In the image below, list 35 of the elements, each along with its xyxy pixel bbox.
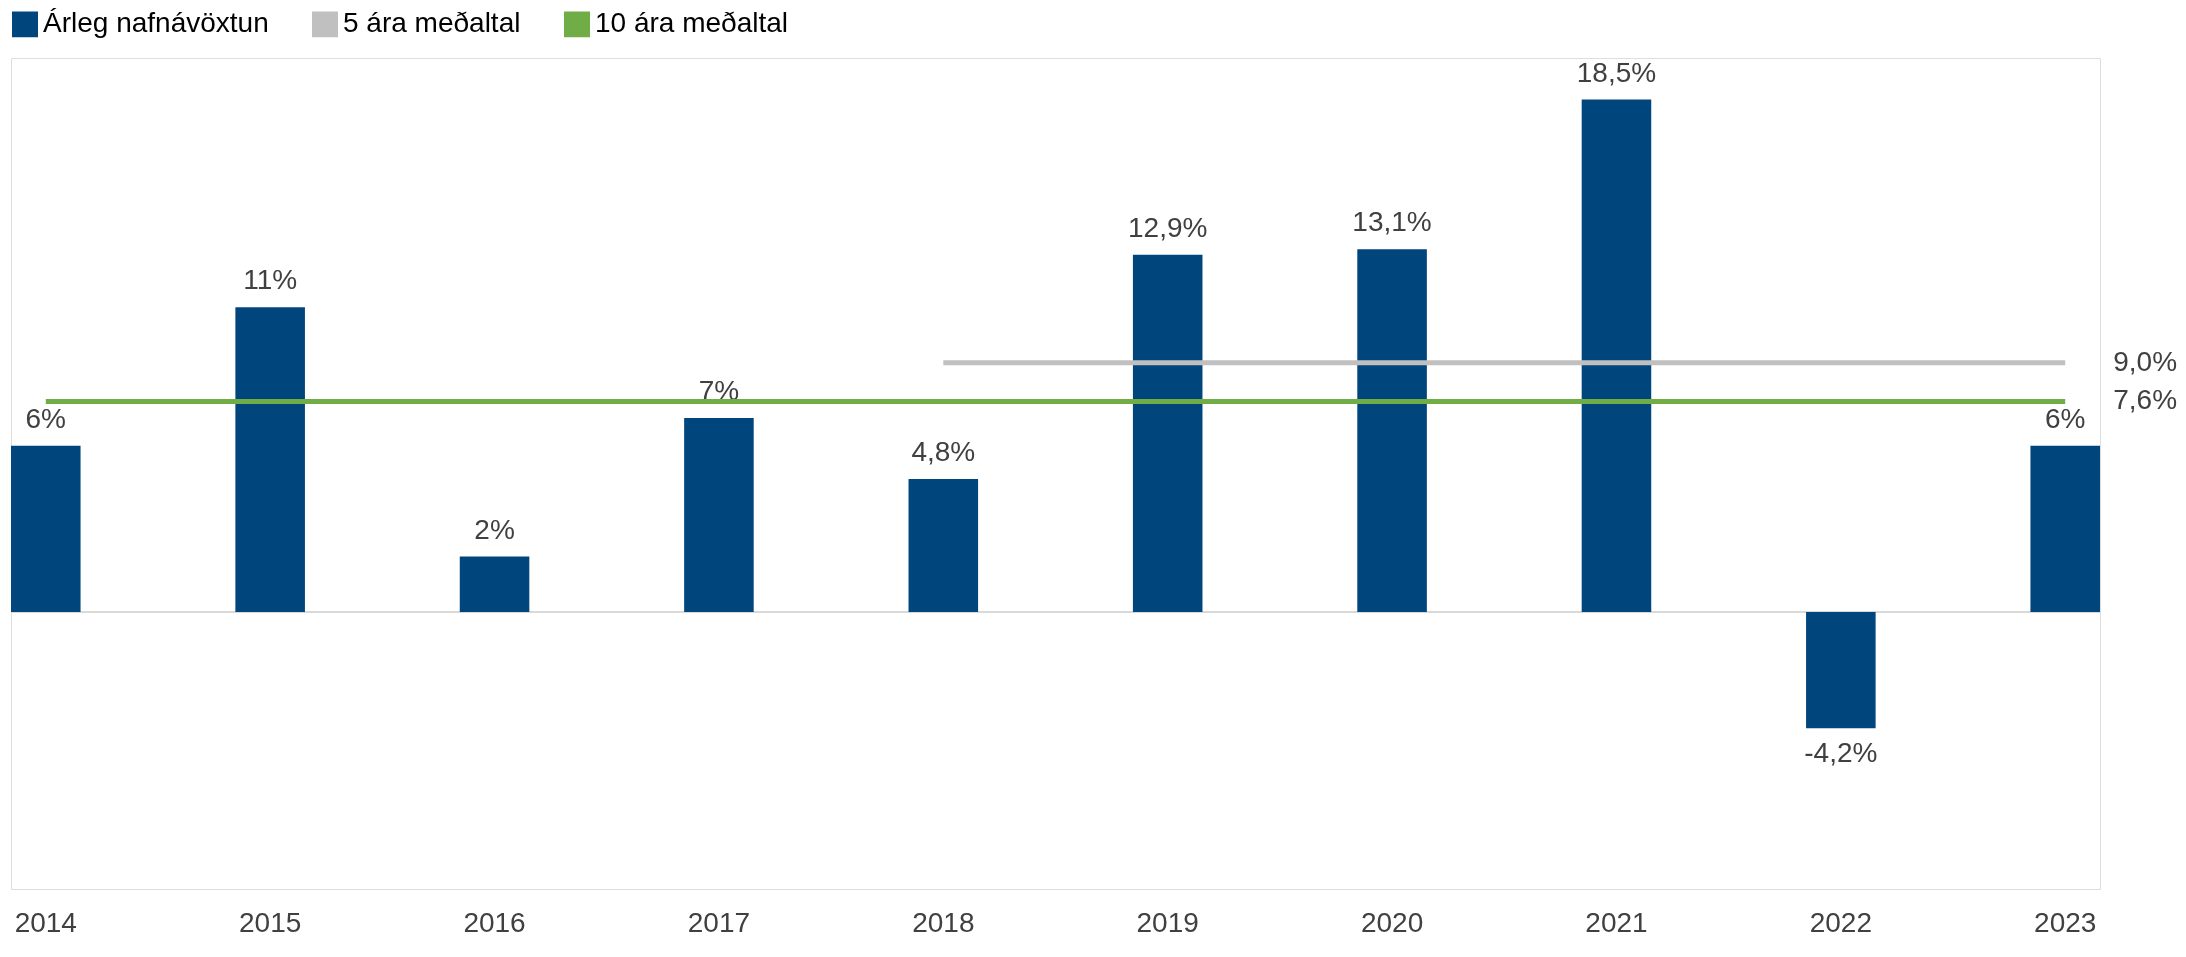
x-tick-label: 2023 [2034, 906, 2097, 938]
data-label: 4,8% [911, 436, 976, 468]
data-label: 18,5% [1576, 56, 1657, 88]
legend-label: 5 ára meðaltal [343, 7, 521, 39]
bar [908, 479, 979, 612]
x-tick-label: 2017 [687, 906, 751, 938]
data-label: 13,1% [1352, 206, 1432, 238]
data-label: 11% [243, 264, 298, 296]
bar [235, 307, 305, 612]
bar [1581, 99, 1652, 612]
x-tick-label: 2016 [463, 906, 526, 938]
bar [1132, 254, 1203, 612]
bar [2030, 445, 2100, 612]
data-label: 6% [2044, 402, 2086, 434]
x-tick-label: 2015 [239, 906, 302, 938]
x-tick-label: 2022 [1809, 906, 1872, 938]
x-tick-label: 2020 [1360, 906, 1424, 938]
bar [1806, 612, 1876, 729]
legend-label: Árleg nafnávöxtun [43, 7, 269, 39]
x-tick-label: 2014 [14, 906, 77, 938]
bar [459, 556, 530, 612]
data-label: 2% [474, 513, 515, 545]
bar [684, 418, 754, 612]
data-label: -4,2% [1804, 737, 1878, 769]
x-tick-label: 2018 [912, 906, 975, 938]
x-tick-label: 2021 [1585, 906, 1648, 938]
data-label: 7,6% [2113, 384, 2178, 416]
data-label: 12,9% [1127, 211, 1208, 243]
x-tick-label: 2019 [1136, 906, 1199, 938]
legend-label: 10 ára meðaltal [595, 7, 789, 39]
data-label: 9,0% [2113, 345, 2178, 377]
bar [1357, 249, 1427, 612]
data-label: 6% [25, 402, 67, 434]
bar [11, 445, 81, 612]
data-label: 7% [698, 375, 740, 407]
